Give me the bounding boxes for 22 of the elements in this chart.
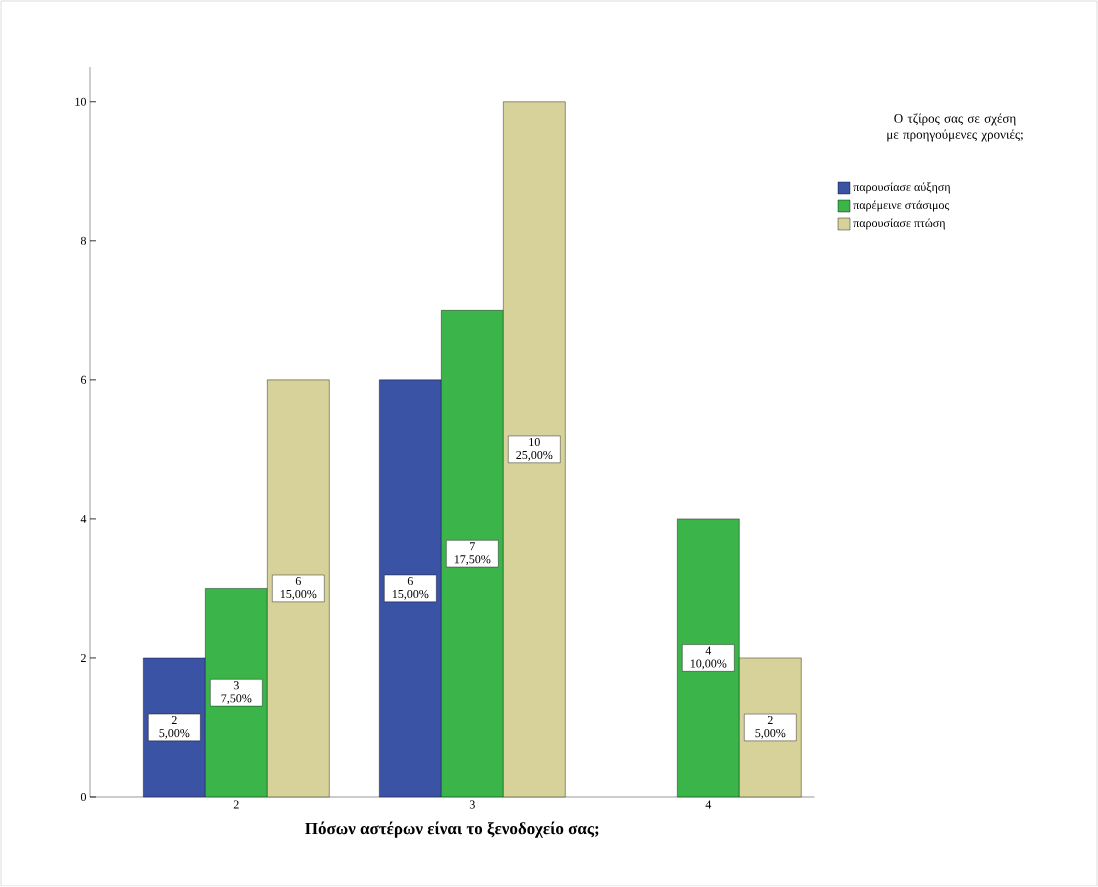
y-tick-label: 4: [80, 514, 87, 523]
legend-label: παρουσίασε πτώση: [853, 218, 945, 230]
data-label: 6 15,00%: [392, 577, 429, 600]
data-label: 7 17,50%: [454, 542, 491, 566]
y-tick-label: 10: [75, 97, 86, 106]
y-tick-label: 2: [81, 653, 86, 662]
data-label: 2 5,00%: [159, 716, 190, 739]
data-label: 10 25,00%: [516, 437, 553, 461]
data-label: 2 5,00%: [755, 716, 786, 739]
x-tick-label: 2: [233, 800, 239, 809]
data-label: 3 7,50%: [221, 681, 252, 705]
x-axis-title: Πόσων αστέρων είναι το ξενοδοχείο σας;: [305, 821, 599, 838]
legend-label: παρουσίασε αύξηση: [853, 182, 950, 194]
y-tick-label: 8: [80, 236, 86, 245]
x-tick-label: 3: [469, 800, 475, 809]
data-label: 6 15,00%: [280, 577, 317, 600]
x-tick-label: 4: [705, 800, 712, 809]
legend-label: παρέμεινε στάσιμος: [853, 200, 950, 212]
legend-title: Ο τζίρος σας σε σχέση με προηγούμενες χρονιές;: [887, 113, 1023, 142]
y-tick-label: 0: [80, 792, 86, 802]
y-tick-label: 6: [80, 375, 87, 384]
data-label: 4 10,00%: [690, 646, 727, 670]
